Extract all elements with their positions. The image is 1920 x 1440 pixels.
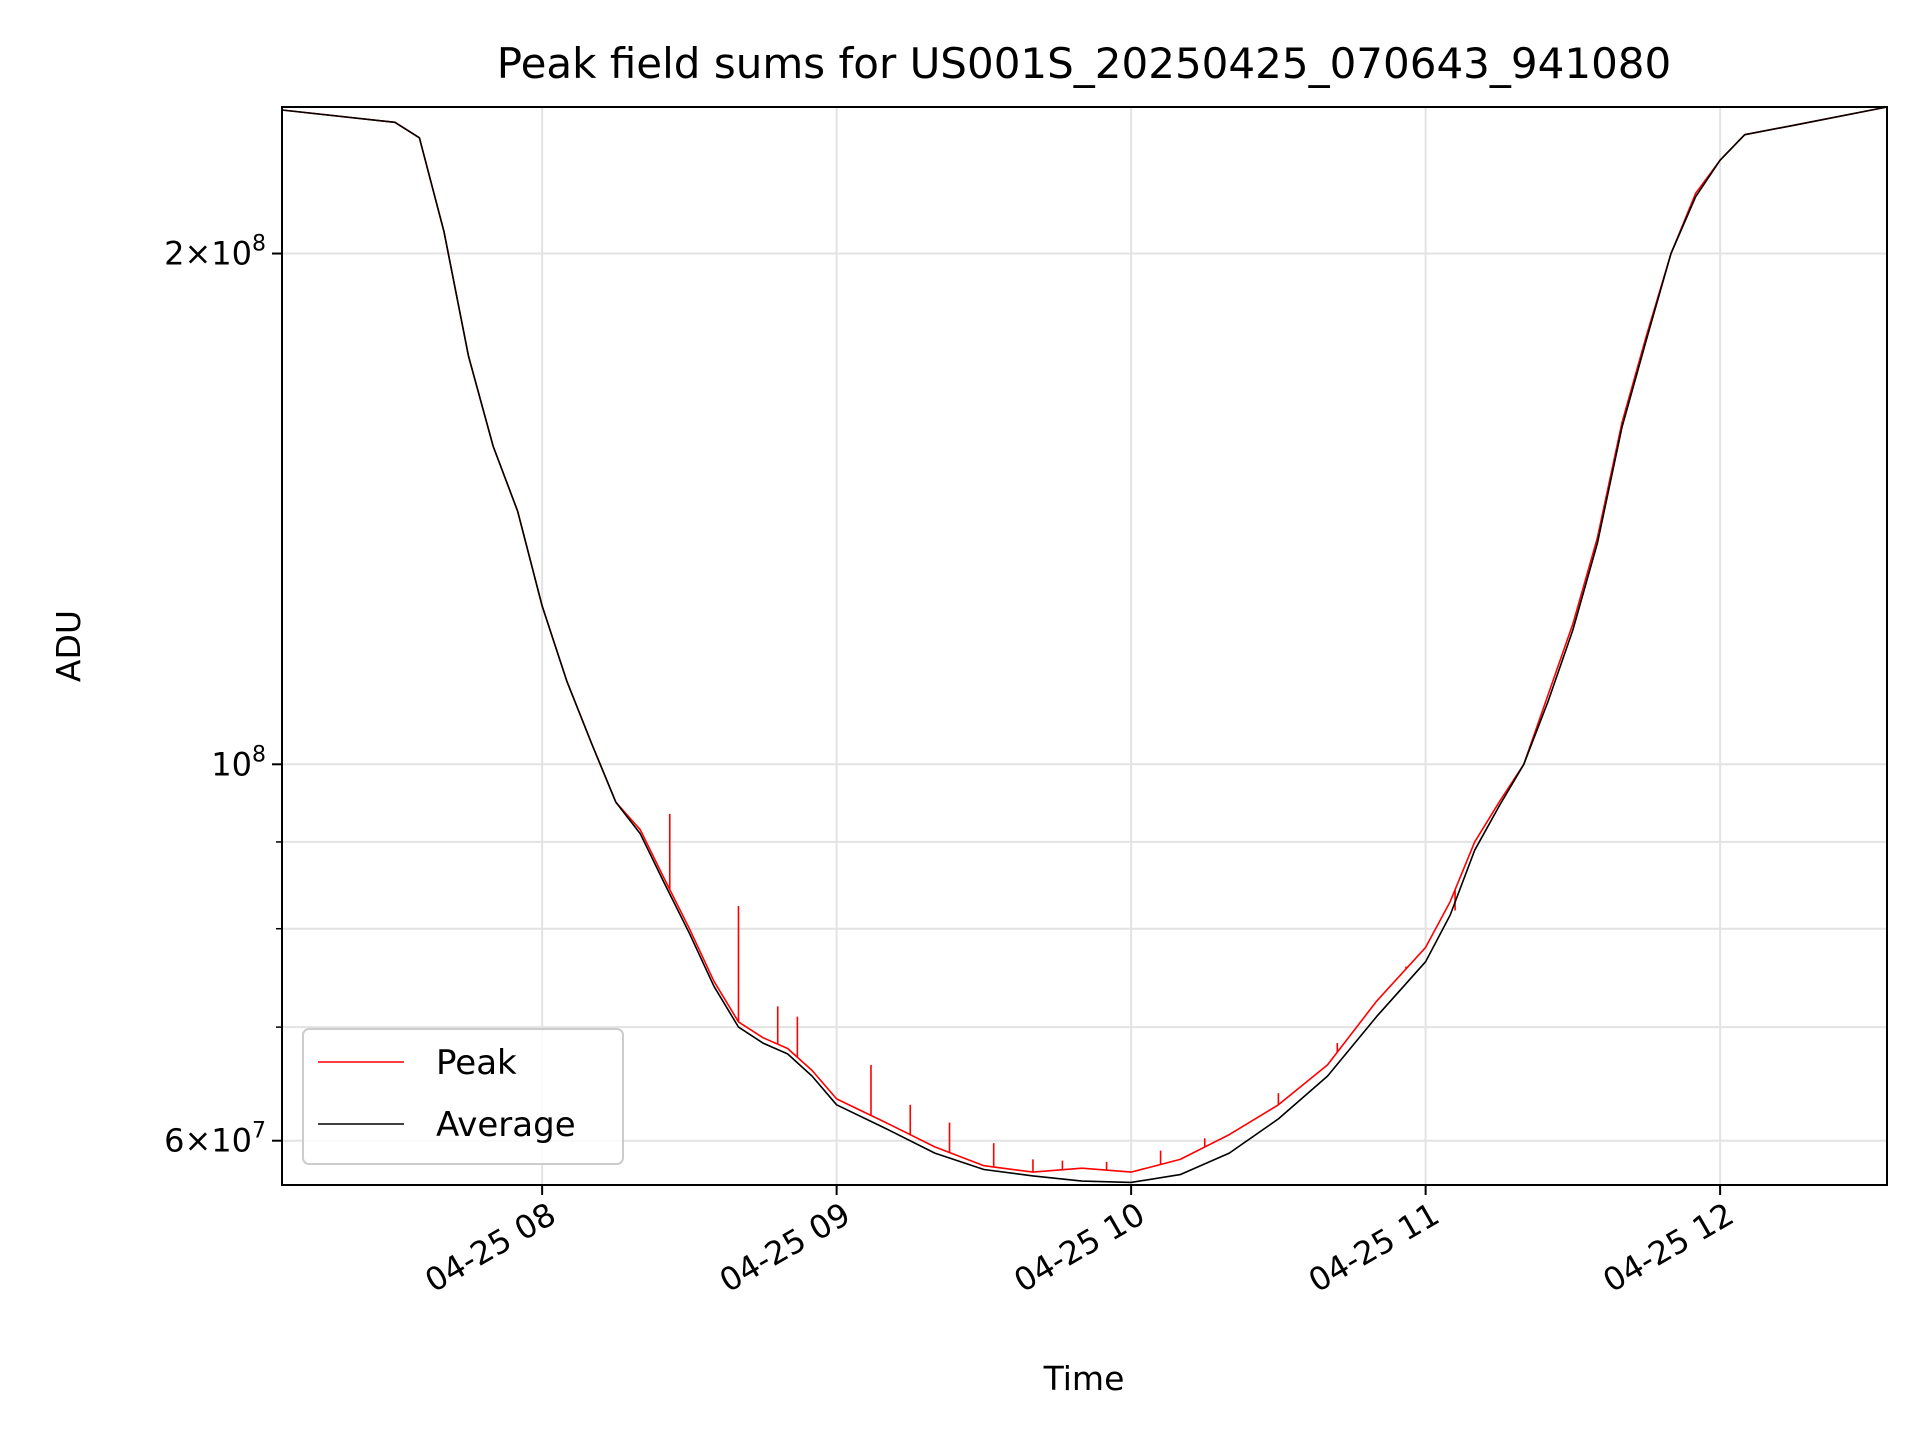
y-tick-label: 2×108 — [164, 232, 266, 273]
chart-title: Peak field sums for US001S_20250425_0706… — [497, 39, 1671, 88]
y-axis: 6×107 108 2×108 — [164, 232, 282, 1160]
y-tick-label: 108 — [211, 742, 266, 783]
legend: Peak Average — [302, 1028, 624, 1165]
plot-frame — [281, 106, 1888, 1186]
legend-peak-label: Peak — [436, 1043, 517, 1083]
series-layer — [281, 106, 1888, 1184]
y-tick-label: 6×107 — [164, 1119, 266, 1160]
legend-average-label: Average — [436, 1105, 576, 1145]
x-axis-label: Time — [1043, 1359, 1125, 1398]
y-axis-label: ADU — [49, 610, 88, 682]
series-line-average — [281, 106, 1888, 1184]
